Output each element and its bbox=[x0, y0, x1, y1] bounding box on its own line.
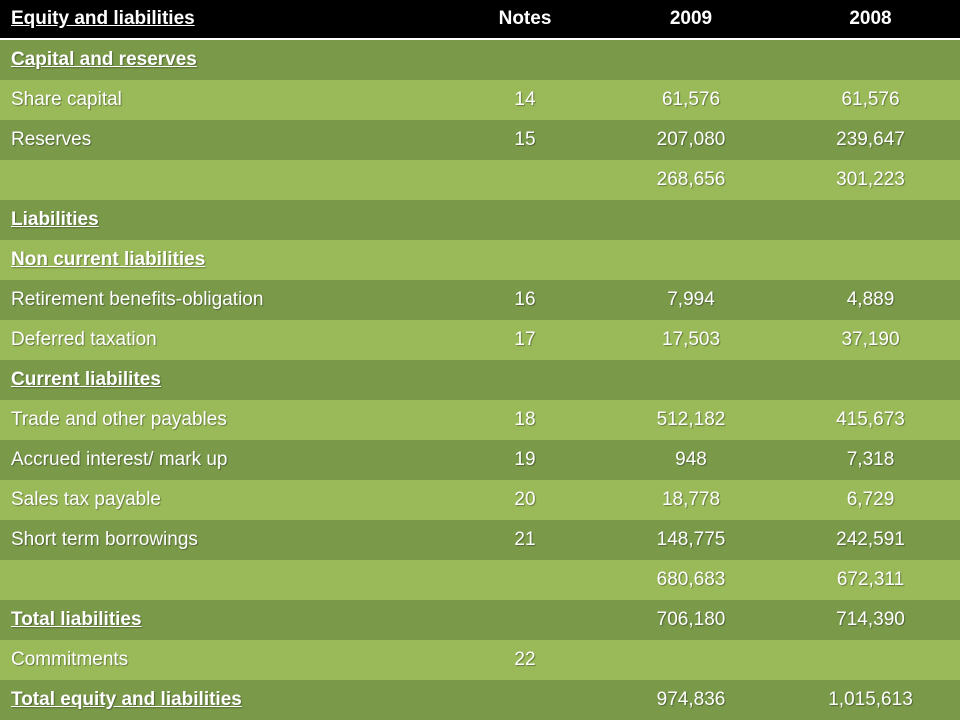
row-value-2009: 974,836 bbox=[601, 680, 781, 720]
row-notes: 15 bbox=[449, 120, 601, 160]
row-value-2008 bbox=[781, 640, 960, 680]
table-row: Deferred taxation 17 17,503 37,190 bbox=[0, 320, 960, 360]
row-value-2008 bbox=[781, 39, 960, 80]
row-value-2009 bbox=[601, 360, 781, 400]
row-value-2008: 61,576 bbox=[781, 80, 960, 120]
table-row: Reserves 15 207,080 239,647 bbox=[0, 120, 960, 160]
table-body: Capital and reserves Share capital 14 61,57… bbox=[0, 39, 960, 720]
row-value-2008 bbox=[781, 200, 960, 240]
table-row: Short term borrowings 21 148,775 242,591 bbox=[0, 520, 960, 560]
row-label: Accrued interest/ mark up bbox=[0, 440, 449, 480]
row-label: Total equity and liabilities bbox=[0, 680, 449, 720]
row-label: Trade and other payables bbox=[0, 400, 449, 440]
row-label: Capital and reserves bbox=[0, 39, 449, 80]
table-row: 680,683 672,311 bbox=[0, 560, 960, 600]
row-notes bbox=[449, 240, 601, 280]
row-notes: 16 bbox=[449, 280, 601, 320]
row-value-2009: 680,683 bbox=[601, 560, 781, 600]
table-header-row: Equity and liabilities Notes 2009 2008 bbox=[0, 0, 960, 40]
row-value-2009: 207,080 bbox=[601, 120, 781, 160]
table-row: Current liabilites bbox=[0, 360, 960, 400]
table-row: Commitments 22 bbox=[0, 640, 960, 680]
row-value-2009: 7,994 bbox=[601, 280, 781, 320]
row-value-2008: 242,591 bbox=[781, 520, 960, 560]
table-row: Sales tax payable 20 18,778 6,729 bbox=[0, 480, 960, 520]
row-value-2008: 37,190 bbox=[781, 320, 960, 360]
row-notes bbox=[449, 160, 601, 200]
row-label bbox=[0, 160, 449, 200]
row-value-2009: 61,576 bbox=[601, 80, 781, 120]
row-value-2009: 706,180 bbox=[601, 600, 781, 640]
row-notes bbox=[449, 360, 601, 400]
row-notes bbox=[449, 600, 601, 640]
row-value-2009: 268,656 bbox=[601, 160, 781, 200]
table-row: Total equity and liabilities 974,836 1,015… bbox=[0, 680, 960, 720]
row-value-2008: 672,311 bbox=[781, 560, 960, 600]
column-header-notes: Notes bbox=[449, 0, 601, 40]
table-row: Accrued interest/ mark up 19 948 7,318 bbox=[0, 440, 960, 480]
row-value-2008: 7,318 bbox=[781, 440, 960, 480]
row-notes: 17 bbox=[449, 320, 601, 360]
row-notes bbox=[449, 680, 601, 720]
row-notes bbox=[449, 200, 601, 240]
row-value-2009: 512,182 bbox=[601, 400, 781, 440]
row-label: Current liabilites bbox=[0, 360, 449, 400]
row-value-2009 bbox=[601, 39, 781, 80]
row-notes bbox=[449, 39, 601, 80]
table-row: Retirement benefits-obligation 16 7,994 4,8… bbox=[0, 280, 960, 320]
row-label: Commitments bbox=[0, 640, 449, 680]
row-value-2008 bbox=[781, 360, 960, 400]
row-value-2009 bbox=[601, 240, 781, 280]
table-row: Trade and other payables 18 512,182 415,673 bbox=[0, 400, 960, 440]
row-notes: 14 bbox=[449, 80, 601, 120]
row-value-2009 bbox=[601, 640, 781, 680]
table-row: Share capital 14 61,576 61,576 bbox=[0, 80, 960, 120]
row-value-2008 bbox=[781, 240, 960, 280]
row-value-2009 bbox=[601, 200, 781, 240]
row-notes: 19 bbox=[449, 440, 601, 480]
table-row: Non current liabilities bbox=[0, 240, 960, 280]
row-value-2008: 415,673 bbox=[781, 400, 960, 440]
row-value-2008: 239,647 bbox=[781, 120, 960, 160]
table-row: Liabilities bbox=[0, 200, 960, 240]
table-row: Capital and reserves bbox=[0, 39, 960, 80]
table-row: Total liabilities 706,180 714,390 bbox=[0, 600, 960, 640]
row-label: Short term borrowings bbox=[0, 520, 449, 560]
column-header-2009: 2009 bbox=[601, 0, 781, 40]
column-header-2008: 2008 bbox=[781, 0, 960, 40]
row-label: Deferred taxation bbox=[0, 320, 449, 360]
row-value-2008: 1,015,613 bbox=[781, 680, 960, 720]
row-label bbox=[0, 560, 449, 600]
row-label: Total liabilities bbox=[0, 600, 449, 640]
row-notes: 21 bbox=[449, 520, 601, 560]
row-value-2008: 714,390 bbox=[781, 600, 960, 640]
row-label: Retirement benefits-obligation bbox=[0, 280, 449, 320]
row-value-2009: 948 bbox=[601, 440, 781, 480]
table-row: 268,656 301,223 bbox=[0, 160, 960, 200]
row-value-2008: 301,223 bbox=[781, 160, 960, 200]
row-notes: 22 bbox=[449, 640, 601, 680]
row-notes: 20 bbox=[449, 480, 601, 520]
row-value-2008: 4,889 bbox=[781, 280, 960, 320]
row-label: Share capital bbox=[0, 80, 449, 120]
row-notes: 18 bbox=[449, 400, 601, 440]
row-value-2009: 17,503 bbox=[601, 320, 781, 360]
row-label: Sales tax payable bbox=[0, 480, 449, 520]
column-header-title: Equity and liabilities bbox=[0, 0, 449, 40]
row-label: Liabilities bbox=[0, 200, 449, 240]
row-value-2009: 148,775 bbox=[601, 520, 781, 560]
row-value-2008: 6,729 bbox=[781, 480, 960, 520]
row-label: Non current liabilities bbox=[0, 240, 449, 280]
row-notes bbox=[449, 560, 601, 600]
row-label: Reserves bbox=[0, 120, 449, 160]
row-value-2009: 18,778 bbox=[601, 480, 781, 520]
